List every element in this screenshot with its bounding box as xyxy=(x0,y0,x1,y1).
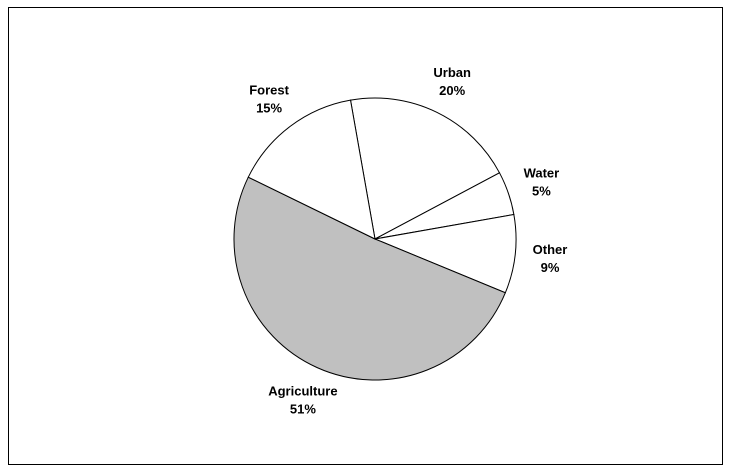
slice-value-agriculture: 51% xyxy=(290,402,316,417)
pie-slice-urban xyxy=(349,97,501,240)
pie-slice-agriculture xyxy=(233,176,507,381)
slice-value-other: 9% xyxy=(541,260,560,275)
slice-value-forest: 15% xyxy=(256,100,282,115)
slice-label-forest: Forest xyxy=(249,82,289,97)
slice-value-water: 5% xyxy=(532,184,551,199)
slice-label-agriculture: Agriculture xyxy=(268,384,337,399)
slice-label-other: Other xyxy=(533,242,568,257)
slice-label-water: Water xyxy=(524,166,560,181)
pie-slice-forest xyxy=(247,99,376,240)
slice-label-urban: Urban xyxy=(433,65,471,80)
pie-slice-other xyxy=(373,213,517,294)
slice-value-urban: 20% xyxy=(439,83,465,98)
pie-labels: Urban 20% Water 5% Other 9% Agriculture 51% Fore… xyxy=(249,65,567,417)
pie-slices xyxy=(233,97,517,381)
